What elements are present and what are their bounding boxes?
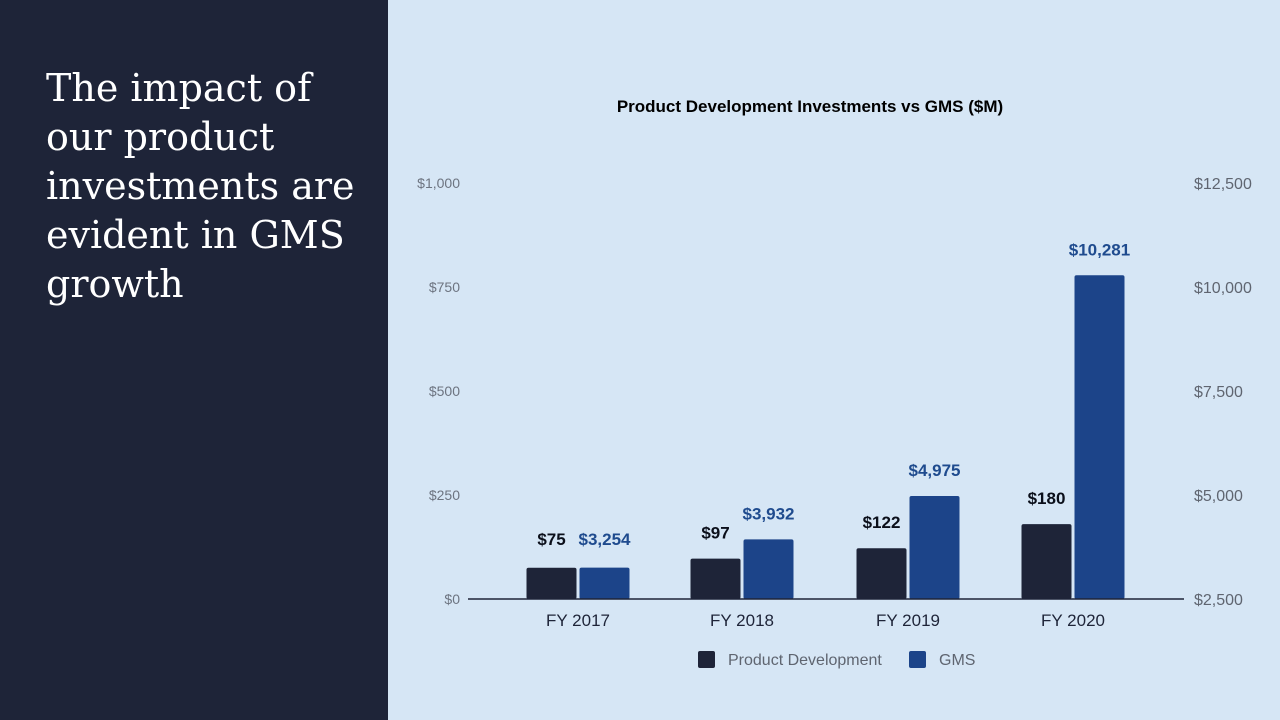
- y-left-tick-label: $0: [444, 591, 460, 607]
- data-label-product-development: $180: [1028, 489, 1066, 508]
- bar-gms: [1074, 275, 1125, 599]
- bar-product-development: [526, 567, 577, 599]
- y-left-tick-label: $1,000: [417, 175, 460, 191]
- legend-swatch-product-development: [698, 651, 715, 668]
- bar-gms: [743, 539, 794, 599]
- data-label-product-development: $75: [537, 530, 565, 549]
- data-label-gms: $10,281: [1069, 240, 1130, 259]
- chart-panel: Product Development Investments vs GMS (…: [388, 0, 1280, 720]
- left-panel: The impact of our product investments ar…: [0, 0, 388, 720]
- y-right-tick-label: $2,500: [1194, 592, 1243, 609]
- y-right-tick-label: $5,000: [1194, 488, 1243, 505]
- y-left-tick-label: $750: [429, 279, 460, 295]
- bar-product-development: [856, 548, 907, 599]
- y-left-tick-label: $250: [429, 487, 460, 503]
- y-right-tick-label: $12,500: [1194, 176, 1252, 193]
- x-tick-label: FY 2017: [546, 611, 610, 630]
- legend-label-gms: GMS: [939, 652, 975, 669]
- y-right-tick-label: $10,000: [1194, 280, 1252, 297]
- y-left-tick-label: $500: [429, 383, 460, 399]
- data-label-gms: $3,932: [743, 504, 795, 523]
- x-tick-label: FY 2019: [876, 611, 940, 630]
- legend-label-product-development: Product Development: [728, 652, 882, 669]
- bar-product-development: [690, 558, 741, 599]
- chart: Product Development Investments vs GMS (…: [417, 97, 1252, 669]
- headline: The impact of our product investments ar…: [46, 66, 355, 306]
- bar-gms: [909, 496, 960, 599]
- data-label-product-development: $122: [863, 513, 901, 532]
- bar-gms: [579, 567, 630, 599]
- y-right-tick-label: $7,500: [1194, 384, 1243, 401]
- bar-product-development: [1021, 524, 1072, 599]
- x-tick-label: FY 2018: [710, 611, 774, 630]
- legend-swatch-gms: [909, 651, 926, 668]
- data-label-product-development: $97: [701, 524, 729, 543]
- x-tick-label: FY 2020: [1041, 611, 1105, 630]
- data-label-gms: $4,975: [909, 461, 961, 480]
- data-label-gms: $3,254: [579, 530, 632, 549]
- chart-title: Product Development Investments vs GMS (…: [617, 97, 1003, 116]
